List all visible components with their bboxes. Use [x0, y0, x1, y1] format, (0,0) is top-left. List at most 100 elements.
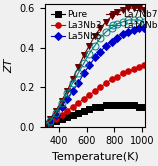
La7Nb7 [44, 124, 46, 125]
La3Nb3 [100, 86, 101, 88]
La10Nb10 [49, 120, 51, 122]
La10Nb10 [116, 23, 118, 25]
La10Nb10 [94, 45, 96, 47]
La10Nb10 [111, 27, 112, 29]
Pure [55, 120, 57, 122]
La3Nb3 [49, 122, 51, 124]
Pure [127, 104, 129, 106]
La3Nb3 [105, 82, 107, 84]
La5Nb5 [61, 106, 62, 108]
Pure [66, 116, 68, 118]
La5Nb5 [49, 120, 51, 122]
La7Nb7 [116, 11, 118, 13]
La5Nb5 [133, 29, 135, 31]
La7Nb7 [77, 66, 79, 68]
La5Nb5 [143, 27, 145, 29]
La3Nb3 [88, 94, 90, 96]
La3Nb3 [138, 66, 140, 68]
Pure [77, 112, 79, 114]
X-axis label: Temperature(K): Temperature(K) [52, 152, 138, 162]
Pure [83, 110, 85, 112]
Line: La3Nb3: La3Nb3 [42, 63, 146, 127]
La7Nb7 [49, 118, 51, 120]
Pure [111, 104, 112, 106]
La5Nb5 [111, 41, 112, 43]
Pure [61, 118, 62, 120]
Legend: Pure, La3Nb3, La5Nb5, La7Nb7, La10Nb10: Pure, La3Nb3, La5Nb5, La7Nb7, La10Nb10 [49, 9, 158, 43]
La5Nb5 [77, 82, 79, 84]
La7Nb7 [66, 90, 68, 92]
Pure [44, 124, 46, 125]
La5Nb5 [122, 33, 124, 35]
Line: La7Nb7: La7Nb7 [41, 5, 147, 128]
La3Nb3 [44, 124, 46, 125]
La5Nb5 [138, 27, 140, 29]
La5Nb5 [83, 72, 85, 74]
La7Nb7 [61, 100, 62, 102]
Y-axis label: ZT: ZT [4, 58, 14, 73]
Pure [72, 114, 74, 116]
La7Nb7 [143, 9, 145, 11]
La7Nb7 [94, 35, 96, 37]
La7Nb7 [127, 7, 129, 9]
La5Nb5 [127, 31, 129, 33]
La10Nb10 [100, 37, 101, 39]
La5Nb5 [105, 45, 107, 47]
La3Nb3 [94, 90, 96, 92]
La5Nb5 [94, 56, 96, 58]
La3Nb3 [143, 64, 145, 66]
La5Nb5 [72, 90, 74, 92]
La10Nb10 [44, 124, 46, 125]
La5Nb5 [116, 37, 118, 39]
La5Nb5 [66, 98, 68, 100]
La3Nb3 [61, 114, 62, 116]
La5Nb5 [88, 64, 90, 66]
La10Nb10 [122, 21, 124, 23]
La3Nb3 [77, 102, 79, 104]
La3Nb3 [55, 118, 57, 120]
Pure [116, 104, 118, 106]
Pure [133, 104, 135, 106]
La7Nb7 [100, 27, 101, 29]
La3Nb3 [116, 76, 118, 78]
La3Nb3 [133, 68, 135, 70]
La10Nb10 [143, 21, 145, 23]
Line: La5Nb5: La5Nb5 [42, 25, 146, 127]
La10Nb10 [138, 19, 140, 21]
La7Nb7 [55, 110, 57, 112]
Pure [88, 108, 90, 110]
La7Nb7 [105, 21, 107, 23]
La10Nb10 [72, 82, 74, 84]
La7Nb7 [133, 7, 135, 9]
La3Nb3 [127, 70, 129, 72]
La7Nb7 [111, 15, 112, 17]
La5Nb5 [44, 124, 46, 125]
La10Nb10 [105, 31, 107, 33]
La10Nb10 [55, 112, 57, 114]
Pure [105, 104, 107, 106]
La5Nb5 [55, 114, 57, 116]
La3Nb3 [111, 78, 112, 80]
Line: La10Nb10: La10Nb10 [41, 16, 147, 128]
La10Nb10 [127, 19, 129, 21]
La7Nb7 [83, 54, 85, 56]
La7Nb7 [122, 9, 124, 11]
La10Nb10 [66, 92, 68, 94]
La10Nb10 [77, 72, 79, 74]
La3Nb3 [83, 98, 85, 100]
La5Nb5 [100, 51, 101, 53]
La7Nb7 [72, 78, 74, 80]
La10Nb10 [88, 52, 90, 54]
La7Nb7 [138, 7, 140, 9]
Pure [143, 106, 145, 108]
Pure [122, 104, 124, 106]
La3Nb3 [72, 106, 74, 108]
La10Nb10 [83, 62, 85, 64]
Pure [49, 122, 51, 124]
Pure [100, 106, 101, 108]
La3Nb3 [66, 110, 68, 112]
La3Nb3 [122, 72, 124, 74]
La10Nb10 [61, 102, 62, 104]
La7Nb7 [88, 45, 90, 47]
Pure [138, 106, 140, 108]
